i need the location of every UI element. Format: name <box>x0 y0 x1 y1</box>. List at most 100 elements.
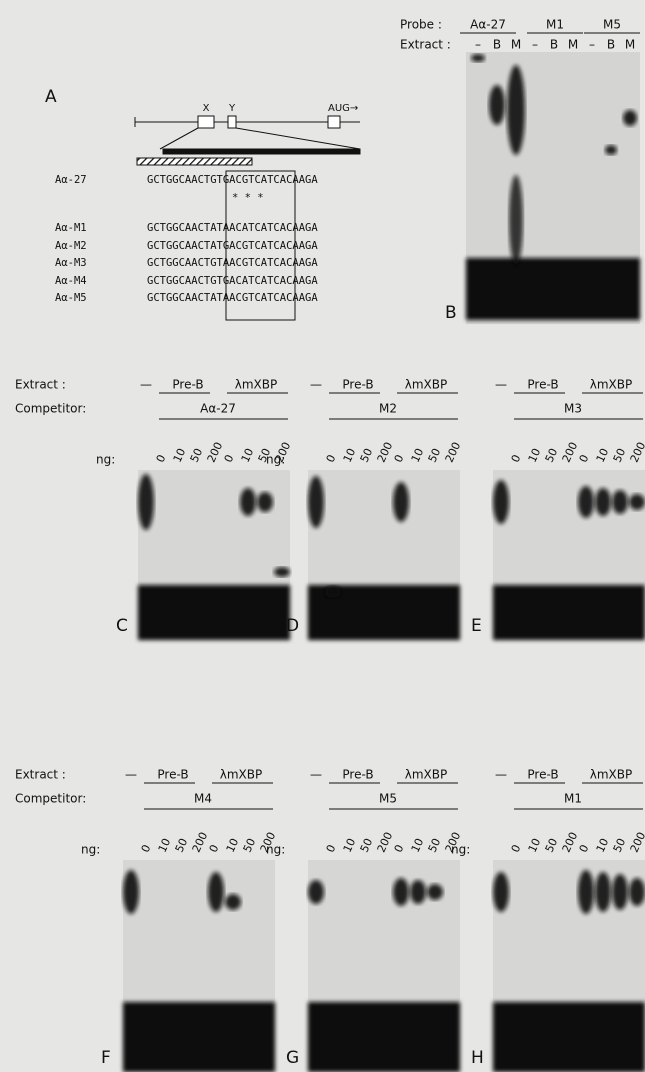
gel-band <box>629 494 645 510</box>
panel-label: E <box>471 616 482 636</box>
lane-label: B <box>550 38 558 52</box>
amount: 10 <box>594 836 612 854</box>
gel-band <box>257 492 273 512</box>
gel-band <box>595 872 611 912</box>
extract-label: Extract : <box>15 378 66 392</box>
amount: 50 <box>426 446 444 464</box>
extract-name: Pre-B <box>172 378 203 392</box>
ng-label: ng: <box>266 843 285 857</box>
gel-band <box>308 476 324 528</box>
ng-label: ng: <box>266 453 285 467</box>
amount: 200 <box>375 440 396 465</box>
extract-name: λmXBP <box>235 378 277 392</box>
probe-name: M1 <box>546 18 564 32</box>
gel-band <box>623 110 637 126</box>
amount: 10 <box>341 836 359 854</box>
lane-label: B <box>607 38 615 52</box>
sequence-name: Aα-M3 <box>55 257 87 269</box>
probe-name: Aα-27 <box>470 18 506 32</box>
amount: 10 <box>171 446 189 464</box>
amount: 200 <box>443 440 464 465</box>
ng-label: ng: <box>96 453 115 467</box>
competitor-name: M4 <box>194 792 212 806</box>
amount: 10 <box>341 446 359 464</box>
amount: 0 <box>509 843 524 855</box>
gel-band <box>208 872 224 912</box>
gel-band <box>138 474 154 530</box>
competitor-name: M2 <box>379 402 397 416</box>
competitor-label: Competitor: <box>15 792 86 806</box>
panel-label: A <box>45 87 57 107</box>
sequence-name: Aα-M5 <box>55 292 87 304</box>
amount: 50 <box>173 836 191 854</box>
panel-label: D <box>286 616 299 636</box>
amount: 200 <box>628 440 645 465</box>
amount: 50 <box>358 836 376 854</box>
gel-band <box>605 145 617 155</box>
sequence-name: Aα-M2 <box>55 240 87 252</box>
amount: 200 <box>205 440 226 465</box>
sequence: GCTGGCAACTATGACGTCATCACAAGA <box>147 240 318 252</box>
sequence: GCTGGCAACTATAACATCATCACAAGA <box>147 222 318 234</box>
gel-band <box>595 488 611 516</box>
sequence: GCTGGCAACTATAACGTCATCACAAGA <box>147 292 318 304</box>
sequence: GCTGGCAACTGTGACATCATCACAAGA <box>147 275 318 287</box>
mutation-stars: * * * <box>232 192 264 204</box>
gel-band <box>493 480 509 524</box>
amount: 50 <box>611 446 629 464</box>
extract-name: Pre-B <box>527 768 558 782</box>
panel-label: C <box>116 616 128 636</box>
amount: 50 <box>241 836 259 854</box>
sequence-name: Aα-M1 <box>55 222 87 234</box>
amount: 50 <box>188 446 206 464</box>
extract-name: λmXBP <box>590 768 632 782</box>
amount: 50 <box>543 836 561 854</box>
lane-label: M <box>568 38 578 52</box>
amount: 50 <box>426 836 444 854</box>
gene-map <box>135 116 360 320</box>
gel-band <box>471 54 485 62</box>
extract-name: — <box>495 768 507 782</box>
gel-band <box>578 486 594 518</box>
extract-name: λmXBP <box>590 378 632 392</box>
panel-label: B <box>445 303 457 323</box>
lane-label: B <box>493 38 501 52</box>
extract-name: Pre-B <box>342 378 373 392</box>
ng-label: ng: <box>81 843 100 857</box>
amount: 0 <box>222 453 237 465</box>
gel-front <box>493 585 645 640</box>
extract-name: — <box>310 768 322 782</box>
amount: 0 <box>324 843 339 855</box>
gel-band <box>507 65 525 155</box>
sequence-name: Aα-27 <box>55 174 87 186</box>
lane-label: M <box>625 38 635 52</box>
panel-label: G <box>286 1048 299 1068</box>
amount: 0 <box>577 843 592 855</box>
lane-label: – <box>475 38 481 52</box>
sequence: GCTGGCAACTGTAACGTCATCACAAGA <box>147 257 318 269</box>
amount: 200 <box>375 830 396 855</box>
lane-label: – <box>589 38 595 52</box>
gel-band <box>274 567 290 577</box>
amount: 0 <box>392 453 407 465</box>
amount: 200 <box>628 830 645 855</box>
competitor-name: Aα-27 <box>200 402 236 416</box>
gel-band <box>410 880 426 904</box>
gel-band <box>489 85 505 125</box>
gel-band <box>393 482 409 522</box>
gel-band <box>225 894 241 910</box>
gel-band <box>612 490 628 514</box>
amount: 50 <box>543 446 561 464</box>
amount: 10 <box>224 836 242 854</box>
extract-name: Pre-B <box>342 768 373 782</box>
probe-name: M5 <box>603 18 621 32</box>
extract-name: Pre-B <box>527 378 558 392</box>
amount: 10 <box>594 446 612 464</box>
map-label: AUG→ <box>328 103 358 114</box>
map-label: X <box>203 103 210 114</box>
gel-front <box>493 1002 645 1072</box>
extract-name: — <box>140 378 152 392</box>
extract-label: Extract : <box>15 768 66 782</box>
amount: 0 <box>324 453 339 465</box>
extract-name: λmXBP <box>405 378 447 392</box>
